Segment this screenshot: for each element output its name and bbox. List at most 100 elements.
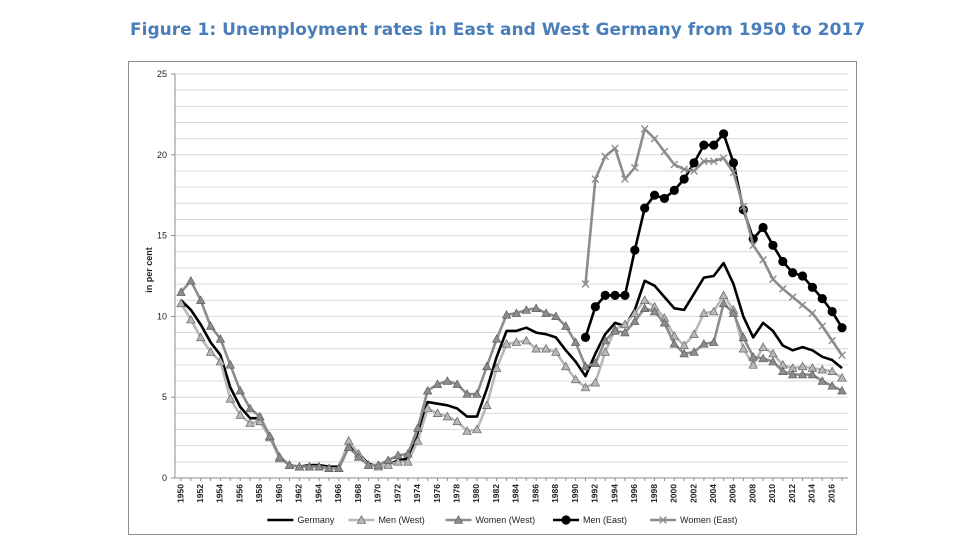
data-point bbox=[797, 369, 808, 379]
data-point bbox=[235, 385, 245, 395]
legend-item-germany: Germany bbox=[267, 515, 335, 525]
x-tick-label: 1978 bbox=[451, 484, 461, 503]
y-tick-label: 15 bbox=[157, 231, 167, 241]
data-point bbox=[344, 442, 354, 451]
data-point bbox=[245, 418, 255, 427]
data-point bbox=[817, 294, 827, 304]
data-point bbox=[422, 385, 433, 395]
legend-label: Germany bbox=[297, 515, 335, 525]
data-point bbox=[728, 158, 739, 168]
data-point bbox=[768, 240, 778, 250]
data-point bbox=[709, 140, 719, 150]
data-point bbox=[837, 372, 847, 382]
x-tick-label: 1954 bbox=[215, 484, 225, 503]
x-tick-label: 1996 bbox=[629, 484, 639, 503]
x-tick-label: 1988 bbox=[550, 484, 560, 503]
data-point bbox=[284, 460, 295, 469]
data-point bbox=[413, 423, 423, 432]
data-point bbox=[590, 377, 601, 387]
data-point bbox=[659, 193, 670, 204]
data-point bbox=[215, 334, 226, 343]
data-point bbox=[758, 342, 768, 351]
x-tick-label: 1970 bbox=[373, 484, 383, 503]
data-point bbox=[590, 302, 600, 312]
data-point bbox=[837, 323, 847, 333]
data-point bbox=[679, 174, 689, 184]
data-point bbox=[600, 290, 610, 300]
data-point bbox=[511, 337, 522, 346]
data-point bbox=[363, 460, 374, 469]
y-tick-label: 5 bbox=[162, 392, 167, 402]
data-point bbox=[728, 308, 739, 317]
data-point bbox=[729, 168, 738, 177]
x-tick-label: 2006 bbox=[728, 484, 738, 503]
data-point bbox=[669, 185, 679, 195]
x-tick-label: 1990 bbox=[570, 484, 580, 503]
x-tick-label: 2000 bbox=[669, 484, 679, 503]
data-point bbox=[660, 147, 669, 156]
data-point bbox=[709, 337, 719, 346]
data-point bbox=[639, 303, 650, 312]
data-point bbox=[601, 152, 610, 161]
data-point bbox=[827, 366, 837, 376]
data-point bbox=[531, 343, 541, 353]
x-tick-label: 2014 bbox=[807, 484, 817, 503]
series-women-west bbox=[176, 276, 847, 472]
data-point bbox=[699, 308, 709, 317]
data-point bbox=[738, 332, 749, 342]
figure-title: Figure 1: Unemployment rates in East and… bbox=[130, 20, 866, 40]
data-point bbox=[334, 463, 344, 472]
data-point bbox=[580, 332, 591, 343]
data-point bbox=[611, 144, 619, 153]
data-point bbox=[787, 369, 798, 379]
data-point bbox=[659, 318, 670, 327]
data-point bbox=[827, 306, 837, 317]
data-point bbox=[758, 353, 768, 363]
data-point bbox=[649, 190, 660, 200]
x-tick-label: 1976 bbox=[432, 484, 442, 503]
x-tick-label: 2008 bbox=[747, 484, 757, 503]
data-point bbox=[383, 455, 393, 464]
data-point bbox=[610, 326, 620, 335]
data-point bbox=[403, 448, 413, 458]
x-tick-label: 1968 bbox=[353, 484, 363, 503]
legend-label: Men (West) bbox=[378, 515, 424, 525]
data-point bbox=[669, 339, 679, 348]
data-point bbox=[196, 332, 206, 342]
series-line-men-west bbox=[179, 294, 843, 470]
data-point bbox=[581, 280, 590, 288]
data-point bbox=[324, 463, 334, 472]
x-tick-label: 1972 bbox=[392, 484, 402, 503]
data-point bbox=[689, 158, 699, 168]
data-point bbox=[709, 157, 718, 166]
legend-item-men-west: Men (West) bbox=[348, 515, 425, 525]
data-point bbox=[531, 303, 541, 312]
data-point bbox=[817, 376, 827, 385]
series-group bbox=[176, 125, 847, 472]
data-point bbox=[837, 385, 847, 395]
data-point bbox=[670, 160, 679, 169]
data-point bbox=[442, 411, 453, 421]
data-point bbox=[255, 411, 265, 421]
data-point bbox=[205, 321, 216, 330]
legend-label: Women (West) bbox=[475, 515, 535, 525]
data-point bbox=[472, 424, 482, 434]
data-point bbox=[551, 311, 561, 321]
x-tick-label: 2004 bbox=[708, 484, 718, 503]
x-tick-label: 2010 bbox=[767, 484, 777, 503]
data-point bbox=[640, 203, 650, 213]
data-point bbox=[591, 175, 600, 183]
legend-item-men-east: Men (East) bbox=[553, 515, 627, 525]
data-point bbox=[749, 241, 758, 250]
data-point bbox=[620, 327, 630, 337]
data-point bbox=[482, 400, 492, 409]
series-line-women-east bbox=[584, 127, 844, 356]
axes: 0 5 10 15 20 25 1950 1952 1954 1956 1958 1960 1962 19… bbox=[157, 69, 848, 503]
data-point bbox=[788, 293, 797, 301]
data-point bbox=[689, 347, 699, 356]
x-tick-label: 1964 bbox=[313, 484, 323, 503]
data-point bbox=[176, 287, 186, 296]
data-point bbox=[570, 374, 581, 384]
data-point bbox=[699, 157, 708, 166]
data-point bbox=[818, 322, 827, 330]
